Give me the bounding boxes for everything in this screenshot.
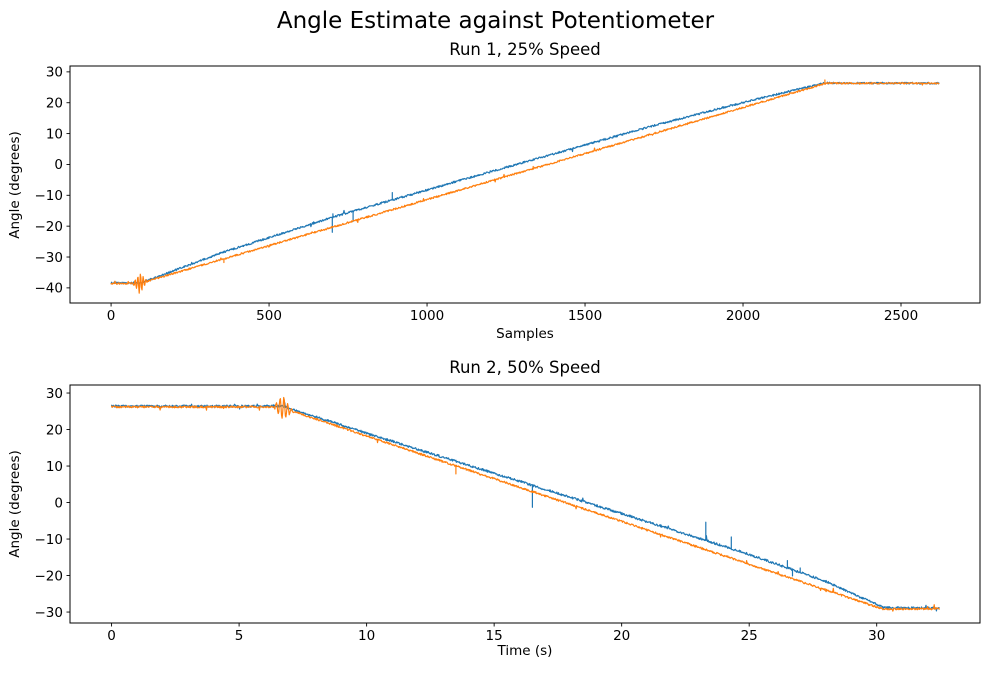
plot1-xtick-label: 1500 — [568, 308, 602, 324]
plot1-xtick-label: 500 — [256, 308, 282, 324]
plot2-ytick-label: 0 — [54, 495, 63, 511]
plot1-ytick-label: 10 — [46, 126, 63, 142]
plot1-ytick-label: −10 — [35, 188, 64, 204]
plot1-series-angle-estimate — [110, 81, 940, 285]
plot1-xlabel: Samples — [496, 326, 554, 342]
plot2-ylabel-box: Angle (degrees) — [0, 385, 30, 623]
plot2-xtick-label: 25 — [741, 628, 758, 644]
plot2-ytick-label: −30 — [35, 605, 64, 621]
plot2-xlabel: Time (s) — [497, 643, 553, 659]
plot2-xtick-label: 10 — [358, 628, 375, 644]
plot2-xtick-label: 0 — [107, 628, 116, 644]
plot2-ytick-label: −20 — [35, 568, 64, 584]
plot2-series-angle-estimate — [111, 402, 940, 612]
plot2-ytick-label: 30 — [46, 386, 63, 402]
plot1-title: Run 1, 25% Speed — [449, 40, 601, 59]
plot1-xtick-label: 2500 — [884, 308, 918, 324]
plot2-ytick-label: 10 — [46, 459, 63, 475]
plot1-xtick-label: 1000 — [410, 308, 444, 324]
plot1-xtick-label: 0 — [107, 308, 116, 324]
plot2-xtick-label: 5 — [235, 628, 244, 644]
plot2-axes: 0 5 10 15 20 25 30 −30 −20 −10 0 10 20 30 — [35, 384, 981, 644]
plot1-ytick-label: −30 — [35, 250, 64, 266]
plot2-series-potentiometer — [111, 396, 940, 612]
plot2-ytick-label: −10 — [35, 532, 64, 548]
plot1-series-potentiometer — [110, 79, 940, 294]
plot2-frame — [69, 384, 981, 624]
plot2-ytick-label: 20 — [46, 422, 63, 438]
plot2-ylabel: Angle (degrees) — [7, 450, 23, 558]
plot2-xtick-label: 30 — [868, 628, 885, 644]
plot1-axes: 0 500 1000 1500 2000 2500 −40 −30 −20 −10 0 10 20 30 — [35, 65, 981, 324]
plot1-ytick-label: 20 — [46, 96, 63, 112]
plot1-ylabel-box: Angle (degrees) — [0, 66, 30, 303]
plot1-ylabel: Angle (degrees) — [7, 130, 23, 239]
plot1-ytick-label: −40 — [35, 281, 64, 297]
plot1-ytick-label: −20 — [35, 219, 64, 235]
plot1-ytick-label: 0 — [54, 157, 63, 173]
plot1-frame — [69, 65, 981, 304]
plot2-title: Run 2, 50% Speed — [449, 358, 601, 377]
plot2-xtick-label: 15 — [486, 628, 503, 644]
plot1-ytick-label: 30 — [46, 65, 63, 81]
plot1-xtick-label: 2000 — [726, 308, 760, 324]
plot2-xtick-label: 20 — [613, 628, 630, 644]
figure-title: Angle Estimate against Potentiometer — [276, 8, 715, 34]
